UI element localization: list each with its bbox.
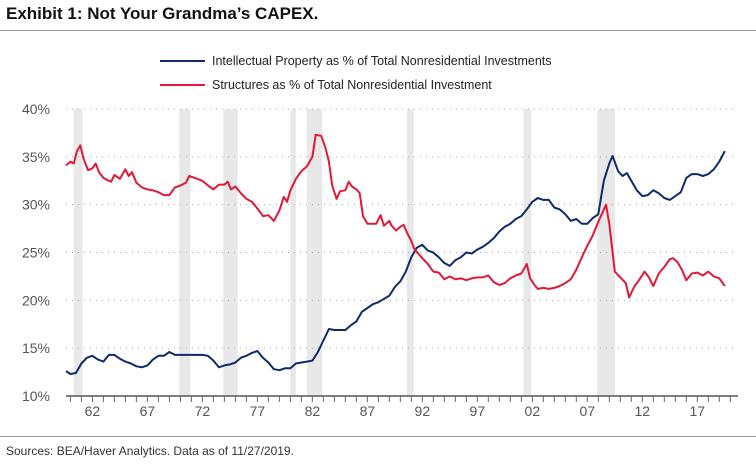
series-line-structures	[65, 133, 726, 299]
source-note: Sources: BEA/Haver Analytics. Data as of…	[6, 444, 294, 458]
footer-divider	[0, 436, 756, 437]
title-divider	[0, 30, 756, 31]
y-tick-label: 40%	[22, 101, 50, 117]
legend-label: Structures as % of Total Nonresidential …	[212, 78, 492, 92]
y-tick-label: 30%	[22, 197, 50, 213]
x-tick-label: 77	[250, 403, 266, 419]
y-tick-label: 10%	[22, 388, 50, 404]
chart-title: Exhibit 1: Not Your Grandma’s CAPEX.	[6, 4, 319, 23]
x-tick-label: 97	[470, 403, 486, 419]
x-tick-label: 62	[85, 403, 101, 419]
recession-band	[306, 109, 323, 396]
x-tick-label: 92	[415, 403, 431, 419]
x-tick-label: 07	[580, 403, 596, 419]
recession-band	[523, 109, 532, 396]
y-tick-label: 35%	[22, 149, 50, 165]
legend-label: Intellectual Property as % of Total Nonr…	[212, 54, 552, 68]
series-line-intellectual-property	[65, 150, 726, 375]
x-tick-label: 87	[360, 403, 376, 419]
recession-band	[179, 109, 191, 396]
y-tick-label: 15%	[22, 340, 50, 356]
recession-band	[223, 109, 238, 396]
recession-band	[290, 109, 296, 396]
y-tick-label: 20%	[22, 292, 50, 308]
recession-band	[406, 109, 414, 396]
x-tick-label: 12	[635, 403, 651, 419]
x-tick-label: 17	[690, 403, 706, 419]
y-tick-label: 25%	[22, 245, 50, 261]
x-tick-label: 02	[525, 403, 541, 419]
x-tick-label: 72	[195, 403, 211, 419]
x-tick-label: 67	[140, 403, 156, 419]
x-tick-label: 82	[305, 403, 321, 419]
